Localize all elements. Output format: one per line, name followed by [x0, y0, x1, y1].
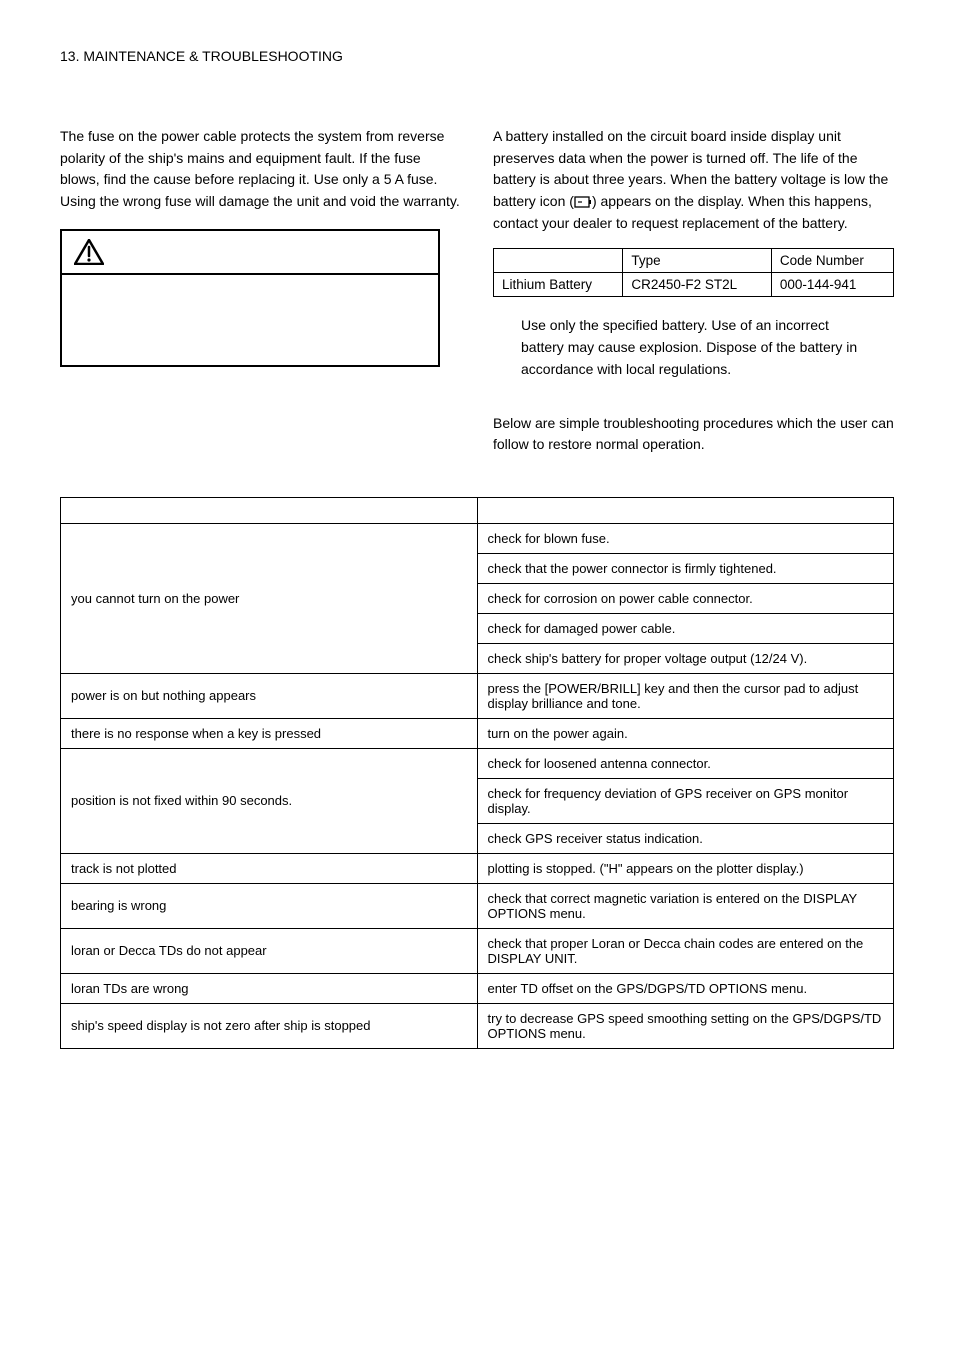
- troubleshooting-table: you cannot turn on the powercheck for bl…: [60, 497, 894, 1049]
- fuse-paragraph: The fuse on the power cable protects the…: [60, 126, 461, 213]
- then-cell: check for blown fuse.: [477, 523, 894, 553]
- if-cell: you cannot turn on the power: [61, 523, 478, 673]
- table-row: power is on but nothing appearspress the…: [61, 673, 894, 718]
- if-cell: loran TDs are wrong: [61, 973, 478, 1003]
- then-cell: check that the power connector is firmly…: [477, 553, 894, 583]
- warning-triangle-icon: [74, 239, 104, 265]
- table-row: bearing is wrongcheck that correct magne…: [61, 883, 894, 928]
- then-cell: check that proper Loran or Decca chain c…: [477, 928, 894, 973]
- table-row: you cannot turn on the powercheck for bl…: [61, 523, 894, 553]
- if-cell: power is on but nothing appears: [61, 673, 478, 718]
- table-row: loran TDs are wrongenter TD offset on th…: [61, 973, 894, 1003]
- then-cell: check for damaged power cable.: [477, 613, 894, 643]
- table-row: ship's speed display is not zero after s…: [61, 1003, 894, 1048]
- then-header: [477, 497, 894, 523]
- battery-paragraph: A battery installed on the circuit board…: [493, 126, 894, 234]
- if-cell: ship's speed display is not zero after s…: [61, 1003, 478, 1048]
- if-cell: loran or Decca TDs do not appear: [61, 928, 478, 973]
- battery-type-cell: CR2450-F2 ST2L: [623, 273, 771, 297]
- troubleshooting-intro: Below are simple troubleshooting procedu…: [493, 413, 894, 455]
- table-row: there is no response when a key is press…: [61, 718, 894, 748]
- then-cell: check GPS receiver status indication.: [477, 823, 894, 853]
- battery-code-cell: 000-144-941: [771, 273, 893, 297]
- then-cell: try to decrease GPS speed smoothing sett…: [477, 1003, 894, 1048]
- warning-box-header: [62, 231, 438, 275]
- then-cell: turn on the power again.: [477, 718, 894, 748]
- if-cell: position is not fixed within 90 seconds.: [61, 748, 478, 853]
- code-header: Code Number: [771, 249, 893, 273]
- table-row: track is not plottedplotting is stopped.…: [61, 853, 894, 883]
- table-row: position is not fixed within 90 seconds.…: [61, 748, 894, 778]
- if-header: [61, 497, 478, 523]
- then-cell: check for corrosion on power cable conne…: [477, 583, 894, 613]
- battery-icon: [574, 196, 592, 208]
- then-cell: plotting is stopped. ("H" appears on the…: [477, 853, 894, 883]
- table-row: [61, 497, 894, 523]
- chapter-label: 13. MAINTENANCE & TROUBLESHOOTING: [60, 48, 343, 64]
- if-cell: bearing is wrong: [61, 883, 478, 928]
- if-cell: there is no response when a key is press…: [61, 718, 478, 748]
- then-cell: check ship's battery for proper voltage …: [477, 643, 894, 673]
- if-cell: track is not plotted: [61, 853, 478, 883]
- battery-spec-table: Type Code Number Lithium Battery CR2450-…: [493, 248, 894, 297]
- then-cell: press the [POWER/BRILL] key and then the…: [477, 673, 894, 718]
- right-column: A battery installed on the circuit board…: [493, 112, 894, 469]
- table-row: loran or Decca TDs do not appearcheck th…: [61, 928, 894, 973]
- then-cell: check for loosened antenna connector.: [477, 748, 894, 778]
- left-column: The fuse on the power cable protects the…: [60, 112, 461, 469]
- then-cell: enter TD offset on the GPS/DGPS/TD OPTIO…: [477, 973, 894, 1003]
- page-header: 13. MAINTENANCE & TROUBLESHOOTING: [60, 48, 894, 64]
- table-row: Lithium Battery CR2450-F2 ST2L 000-144-9…: [494, 273, 894, 297]
- table-header-row: Type Code Number: [494, 249, 894, 273]
- battery-name-cell: Lithium Battery: [494, 273, 623, 297]
- two-column-layout: The fuse on the power cable protects the…: [60, 112, 894, 469]
- empty-header-cell: [494, 249, 623, 273]
- type-header: Type: [623, 249, 771, 273]
- then-cell: check for frequency deviation of GPS rec…: [477, 778, 894, 823]
- battery-warning-note: Use only the specified battery. Use of a…: [493, 315, 894, 380]
- then-cell: check that correct magnetic variation is…: [477, 883, 894, 928]
- warning-box-body: [62, 275, 438, 365]
- warning-box: [60, 229, 440, 367]
